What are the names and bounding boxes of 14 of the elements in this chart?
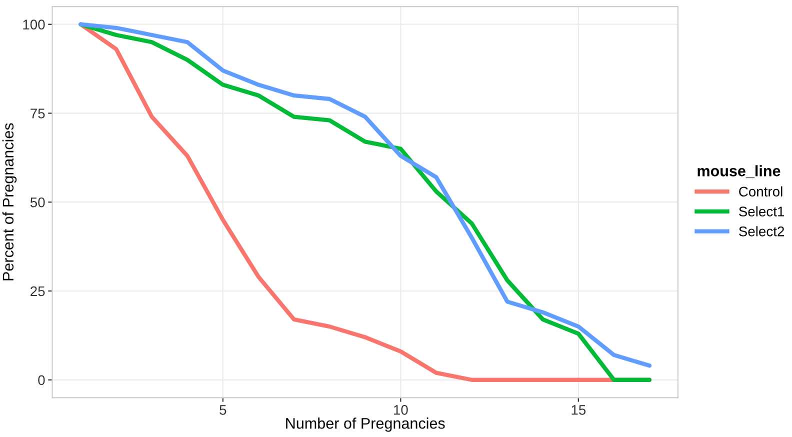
y-tick-label: 0 <box>38 375 45 386</box>
x-tick-label: 15 <box>572 405 586 415</box>
y-axis-title: Percent of Pregnancies <box>2 123 17 280</box>
legend-label: Select1 <box>739 206 784 216</box>
legend-title: mouse_line <box>698 165 780 178</box>
y-tick-label: 75 <box>30 108 45 118</box>
x-axis-title: Number of Pregnancies <box>286 418 445 432</box>
legend-label: Control <box>739 186 782 197</box>
x-tick-label: 5 <box>220 405 226 415</box>
x-tick-label: 10 <box>394 404 408 415</box>
legend-label: Select2 <box>739 226 784 236</box>
y-tick-label: 50 <box>30 197 45 208</box>
y-tick-label: 100 <box>23 20 45 30</box>
y-tick-label: 25 <box>30 286 45 296</box>
